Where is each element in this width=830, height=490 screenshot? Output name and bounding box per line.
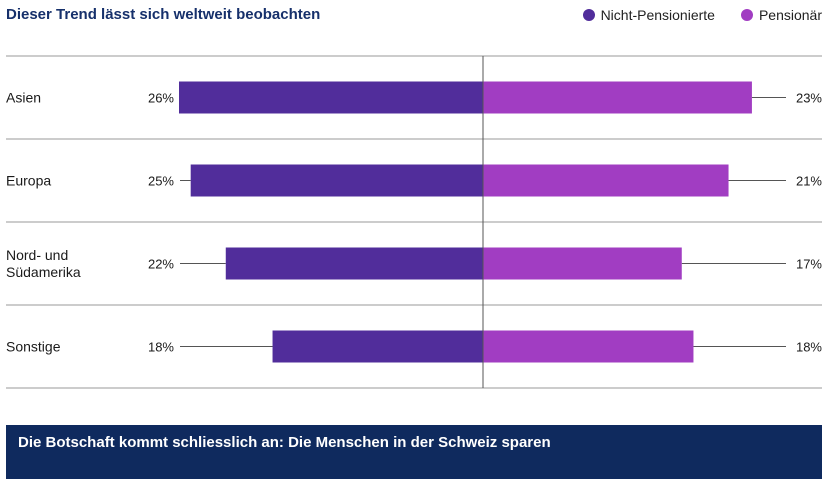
value-label-right: 21% bbox=[796, 174, 822, 189]
value-label-left: 26% bbox=[148, 91, 174, 106]
value-label-right: 18% bbox=[796, 340, 822, 355]
legend: Nicht-Pensionierte Pensionär bbox=[582, 7, 822, 23]
category-label: Sonstige bbox=[6, 339, 61, 355]
legend-label-pensionaer: Pensionär bbox=[758, 7, 822, 23]
value-label-left: 18% bbox=[148, 340, 174, 355]
bar-pensionaer bbox=[483, 330, 694, 363]
legend-swatch-nicht-pensionierte bbox=[582, 9, 595, 21]
bar-nicht-pensionierte bbox=[179, 81, 483, 114]
legend-item-pensionaer: Pensionär bbox=[740, 7, 822, 23]
legend-swatch-pensionaer bbox=[740, 9, 753, 21]
legend-label-nicht-pensionierte: Nicht-Pensionierte bbox=[600, 7, 715, 23]
value-label-right: 17% bbox=[796, 257, 822, 272]
footer-banner: Die Botschaft kommt schliesslich an: Die… bbox=[6, 425, 822, 479]
value-label-right: 23% bbox=[796, 91, 822, 106]
value-label-left: 22% bbox=[148, 257, 174, 272]
category-label: Asien bbox=[6, 90, 41, 106]
bar-nicht-pensionierte bbox=[225, 247, 483, 280]
category-label: Europa bbox=[6, 173, 51, 189]
footer-text: Die Botschaft kommt schliesslich an: Die… bbox=[18, 434, 551, 451]
bar-pensionaer bbox=[483, 247, 682, 280]
diverging-bar-chart: Asien 26% 23% Europa 25% 21% Nord- und Südameri… bbox=[6, 55, 822, 389]
bar-pensionaer bbox=[483, 81, 752, 114]
chart-title: Dieser Trend lässt sich weltweit beobach… bbox=[6, 6, 321, 23]
bar-nicht-pensionierte bbox=[190, 164, 483, 197]
category-label: Nord- und Südamerika bbox=[6, 247, 81, 280]
bar-pensionaer bbox=[483, 164, 729, 197]
bar-nicht-pensionierte bbox=[272, 330, 483, 363]
legend-item-nicht-pensionierte: Nicht-Pensionierte bbox=[582, 7, 715, 23]
value-label-left: 25% bbox=[148, 174, 174, 189]
